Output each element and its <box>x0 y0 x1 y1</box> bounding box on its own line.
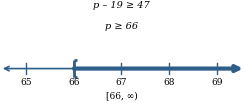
Text: 65: 65 <box>20 78 32 87</box>
Text: p – 19 ≥ 47: p – 19 ≥ 47 <box>93 1 150 10</box>
Text: 69: 69 <box>211 78 223 87</box>
Text: [66, ∞): [66, ∞) <box>106 91 137 100</box>
Text: 68: 68 <box>163 78 175 87</box>
Text: 66: 66 <box>68 78 80 87</box>
Text: 67: 67 <box>116 78 127 87</box>
Text: p ≥ 66: p ≥ 66 <box>105 22 138 31</box>
